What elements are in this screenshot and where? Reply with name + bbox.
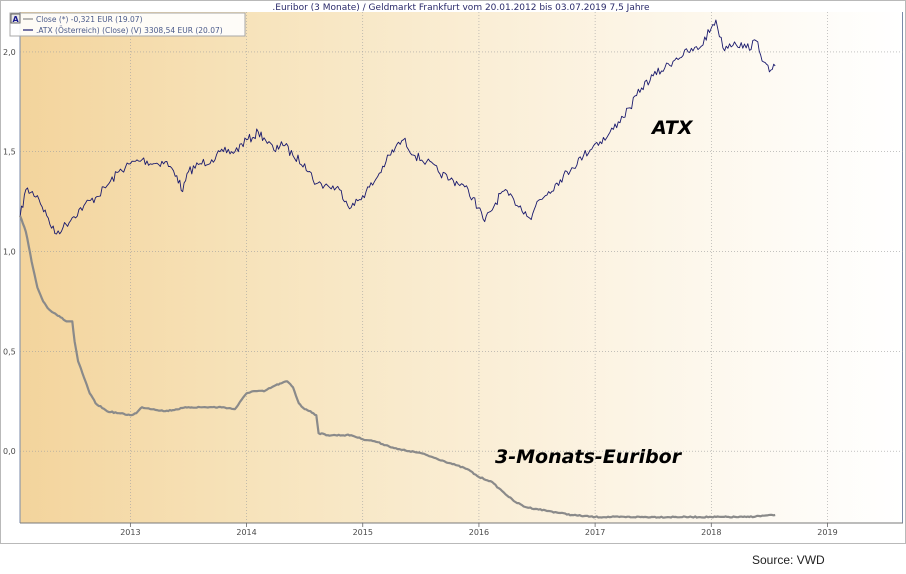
grid [20, 12, 903, 523]
series-lines [18, 19, 776, 519]
series-line-atx [19, 19, 776, 235]
x-tick-label: 2016 [469, 528, 489, 537]
source-label: Source: VWD [752, 553, 825, 567]
x-tick-label: 2013 [120, 528, 140, 537]
legend-box [9, 12, 246, 37]
x-tick-label: 2014 [236, 528, 256, 537]
chart-title: .Euribor (3 Monate) / Geldmarkt Frankfur… [272, 3, 650, 13]
chart: .Euribor (3 Monate) / Geldmarkt Frankfur… [0, 0, 906, 544]
x-tick-label: 2019 [817, 528, 837, 537]
series-line-euribor [18, 215, 776, 519]
x-tick-label: 2015 [353, 528, 373, 537]
plot-background [20, 12, 903, 523]
x-axis-ticks: 2013 2014 2015 2016 2017 2018 2019 [120, 523, 838, 537]
y-tick-label: 0,5 [3, 347, 16, 356]
legend-label-euribor: Close (*) -0,321 EUR (19.07) [36, 15, 143, 24]
y-tick-label: 2,0 [3, 48, 16, 57]
annotation-atx: ATX [650, 117, 694, 139]
chart-menu-glyph: A [13, 15, 20, 24]
x-tick-label: 2017 [585, 528, 605, 537]
legend-label-atx: .ATX (Österreich) (Close) (V) 3308,54 EU… [36, 26, 223, 35]
y-tick-label: 0,0 [3, 447, 16, 456]
chart-menu-button[interactable] [10, 13, 21, 24]
annotation-euribor: 3-Monats-Euribor [495, 446, 683, 468]
y-tick-label: 1,5 [3, 148, 16, 157]
legend: A Close (*) -0,321 EUR (19.07) .ATX (Öst… [9, 12, 246, 37]
x-tick-label: 2018 [701, 528, 721, 537]
y-axis-ticks: 2,0 1,5 1,0 0,5 0,0 [3, 48, 16, 456]
y-tick-label: 1,0 [3, 248, 16, 257]
